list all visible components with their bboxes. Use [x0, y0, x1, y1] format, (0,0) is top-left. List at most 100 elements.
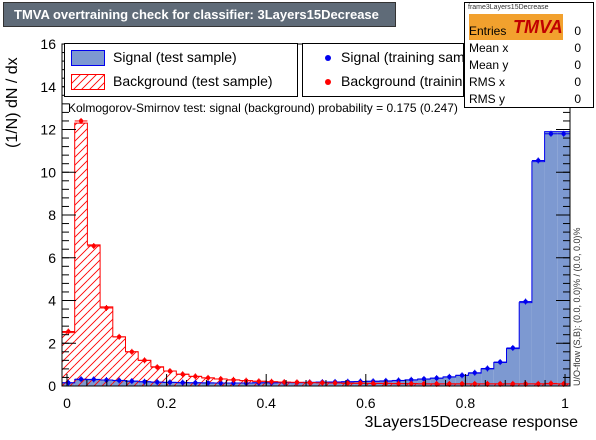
stat-value: 0: [574, 41, 581, 55]
background-train-point: [434, 381, 439, 387]
background-train-point: [180, 372, 185, 377]
legend-label: Signal (training sample): [341, 49, 464, 65]
background-train-point: [459, 381, 465, 387]
signal-train-point: [485, 366, 490, 371]
background-train-point: [167, 368, 173, 374]
signal-train-point: [396, 378, 401, 383]
x-tick-label: 0.6: [356, 395, 376, 411]
background-train-point: [193, 374, 198, 379]
background-test-bar: [150, 366, 164, 386]
stat-label: RMS y: [469, 92, 505, 106]
signal-test-bar: [519, 302, 532, 386]
signal-train-point: [561, 131, 566, 136]
stat-label: Mean y: [469, 58, 509, 72]
background-train-point: [510, 381, 516, 387]
background-train-point: [256, 379, 262, 384]
signal-train-point: [231, 380, 236, 386]
signal-test-outline: [61, 131, 571, 386]
signal-train-point: [218, 380, 223, 386]
signal-test-bar: [468, 373, 482, 386]
legend-label: Background (training sample): [341, 73, 463, 89]
legend-train: Signal (training sample) Background (tra…: [302, 43, 464, 97]
background-test-bar: [62, 332, 75, 386]
signal-train-point: [421, 376, 427, 382]
background-train-point: [536, 381, 541, 387]
signal-train-point: [497, 359, 503, 365]
signal-train-point: [78, 376, 84, 382]
legend-label: Signal (test sample): [113, 49, 237, 65]
background-train-point: [358, 381, 363, 386]
legend-test: Signal (test sample) Background (test sa…: [64, 43, 298, 97]
signal-train-point: [447, 374, 452, 380]
signal-train-point: [523, 299, 528, 304]
stat-row-entries: Entries 0: [469, 24, 589, 39]
background-train-point: [282, 379, 287, 385]
signal-train-point: [434, 375, 439, 381]
background-test-bar: [125, 351, 139, 386]
stat-value: 0: [574, 58, 581, 72]
signal-test-bar: [531, 161, 545, 386]
background-train-point: [104, 305, 109, 311]
stats-frame-name: frame3Layers15Decrease: [468, 4, 549, 11]
signal-swatch: [71, 50, 105, 66]
signal-train-point: [129, 378, 135, 384]
stat-row-rms-y: RMS y 0: [469, 92, 589, 107]
background-test-bar: [138, 360, 151, 386]
signal-train-point: [548, 131, 554, 136]
background-test-bar: [112, 336, 126, 386]
background-train-point: [332, 380, 338, 386]
background-test-bar: [100, 306, 113, 386]
signal-train-point: [472, 370, 477, 375]
signal-train-marker: [325, 55, 331, 61]
background-train-point: [78, 118, 84, 124]
background-train-point: [91, 243, 96, 249]
background-train-point: [447, 381, 452, 387]
y-tick-label: 4: [48, 293, 56, 309]
background-train-point: [155, 364, 160, 370]
background-train-point: [307, 380, 312, 385]
background-train-point: [269, 379, 274, 384]
stat-value: 0: [574, 92, 581, 106]
background-test-bar: [87, 244, 101, 386]
background-train-point: [142, 358, 147, 363]
x-tick-label: 0.8: [456, 395, 476, 411]
stat-label: RMS x: [469, 75, 505, 89]
background-train-point: [218, 376, 223, 382]
background-train-point: [320, 380, 325, 385]
background-swatch: [71, 74, 105, 90]
background-train-point: [66, 329, 71, 334]
background-train-point: [497, 381, 503, 387]
x-tick-label: 0.2: [157, 395, 177, 411]
tmva-logo: TMVA: [469, 14, 563, 40]
y-tick-label: 2: [48, 335, 56, 351]
signal-test-bar: [557, 131, 570, 386]
stat-row-mean-x: Mean x 0: [469, 41, 589, 56]
background-train-point: [409, 381, 414, 386]
background-train-point: [421, 381, 427, 387]
stat-value: 0: [574, 75, 581, 89]
background-train-point: [205, 375, 211, 381]
background-test-outline: [61, 122, 571, 386]
signal-train-point: [459, 373, 465, 378]
tmva-logo-text: TMVA: [513, 17, 563, 37]
signal-test-bar: [481, 368, 494, 386]
signal-train-point: [536, 158, 541, 163]
x-tick-label: 0: [63, 395, 71, 411]
y-tick-label: 14: [40, 79, 56, 95]
signal-train-point: [116, 378, 122, 383]
background-train-point: [370, 381, 376, 386]
legend-label: Background (test sample): [113, 73, 273, 89]
signal-train-point: [142, 379, 147, 384]
background-train-point: [294, 380, 300, 385]
background-train-point: [548, 381, 554, 386]
y-tick-label: 12: [40, 122, 56, 138]
signal-test-bar: [506, 348, 520, 386]
background-train-marker: [325, 79, 331, 85]
signal-test-bar: [493, 362, 507, 386]
signal-train-point: [91, 377, 96, 382]
background-test-bar: [74, 123, 88, 387]
stats-box: frame3Layers15Decrease TMVA Entries 0 Me…: [464, 2, 594, 108]
stat-label: Mean x: [469, 41, 509, 55]
plot-title: TMVA overtraining check for classifier: …: [14, 7, 379, 22]
